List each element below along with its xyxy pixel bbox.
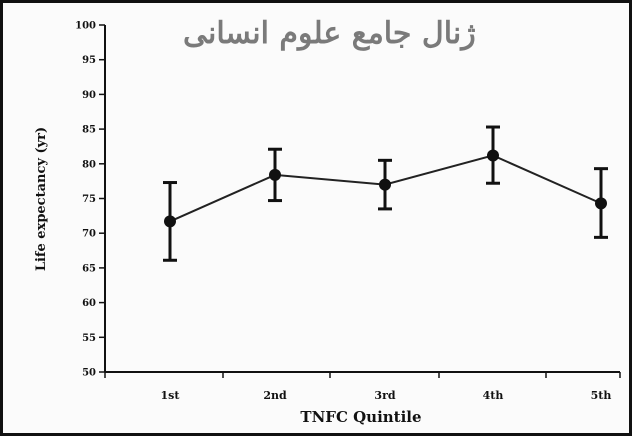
data-point	[487, 149, 499, 162]
y-tick-label: 80	[82, 159, 96, 170]
y-tick-label: 70	[82, 229, 96, 240]
series-life-expectancy	[163, 125, 608, 262]
y-ticks: 50 55 60 65 70 75 80 85 90 95 100	[75, 21, 105, 379]
life-expectancy-chart: ژنال جامع علوم انسانی 50 55 60 65 70 75 80 85 90…	[34, 16, 621, 426]
data-point	[164, 215, 176, 228]
axes	[104, 25, 620, 373]
x-tick-label: 3rd	[374, 389, 395, 402]
y-tick-label: 60	[82, 298, 96, 309]
data-point	[379, 178, 391, 191]
data-point	[595, 197, 607, 210]
y-axis-title: Life expectancy (yr)	[34, 127, 49, 271]
y-tick-label: 90	[82, 90, 96, 101]
x-tick-label: 2nd	[263, 389, 287, 402]
watermark: ژنال جامع علوم انسانی	[183, 16, 476, 51]
x-ticks: 1st 2nd 3rd 4th 5th	[104, 372, 621, 402]
y-tick-label: 65	[82, 263, 96, 274]
y-tick-label: 100	[75, 21, 96, 32]
y-tick-label: 95	[82, 55, 96, 66]
x-tick-label: 1st	[161, 389, 181, 402]
y-tick-label: 85	[82, 125, 96, 136]
y-tick-label: 75	[82, 194, 96, 205]
y-tick-label: 55	[82, 333, 96, 344]
x-axis-title: TNFC Quintile	[300, 408, 421, 426]
x-tick-label: 5th	[591, 389, 612, 402]
x-tick-label: 4th	[483, 389, 504, 402]
y-tick-label: 50	[82, 368, 96, 379]
data-point	[269, 168, 281, 181]
